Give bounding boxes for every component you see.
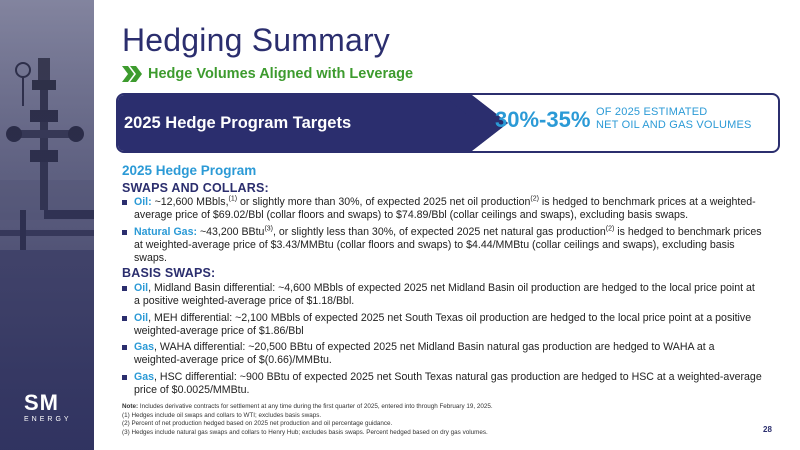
side-photo-panel: SM ENERGY (0, 0, 94, 450)
bullet-keyword: Gas (134, 341, 155, 354)
logo-wordmark: ENERGY (24, 416, 72, 423)
banner-desc-line2: NET OIL AND GAS VOLUMES (596, 119, 752, 131)
footnotes: Note: Includes derivative contracts for … (122, 403, 722, 437)
bullet-keyword: Gas (134, 370, 155, 383)
bullet-text: or slightly more than 30%, of expected 2… (237, 196, 531, 208)
bullet-keyword: Oil: (134, 196, 152, 208)
footnote-ref: (2) (530, 195, 539, 203)
bullet-text: , WAHA differential: ~20,500 BBtu of exp… (134, 341, 715, 367)
bullet-square-icon (122, 315, 127, 321)
note-text: Includes derivative contracts for settle… (138, 403, 493, 410)
banner-desc-line1: OF 2025 ESTIMATED (596, 106, 708, 118)
banner-percent: 30%-35% (495, 107, 591, 132)
bullet-text: , HSC differential: ~900 BBtu of expecte… (134, 370, 762, 397)
bullet-square-icon (122, 200, 127, 205)
targets-banner: 2025 Hedge Program Targets 30%-35% OF 20… (116, 93, 780, 153)
list-item: Oil: ~12,600 MBbls,(1) or slightly more … (122, 195, 762, 223)
logo-mark: SM (24, 390, 59, 415)
bullet-text: , or slightly less than 30%, of expected… (273, 225, 606, 238)
bullet-text: ~12,600 MBbls, (151, 196, 229, 208)
bullet-square-icon (122, 374, 127, 380)
banner-description: OF 2025 ESTIMATED NET OIL AND GAS VOLUME… (596, 106, 752, 132)
bullet-square-icon (122, 286, 127, 291)
subtitle: Hedge Volumes Aligned with Leverage (148, 66, 414, 82)
note-label: Note: (122, 403, 139, 410)
footnote-line: (2) Percent of net production hedged bas… (122, 420, 393, 428)
bullet-text: , MEH differential: ~2,100 MBbls of expe… (134, 311, 752, 337)
bullet-text: is hedged to benchmark prices at weighte… (134, 225, 762, 265)
double-chevron-right-icon (122, 66, 142, 82)
program-heading: 2025 Hedge Program (122, 163, 257, 178)
footnote-ref: (1) (228, 195, 238, 203)
company-logo: SM ENERGY (24, 392, 72, 425)
banner-label: 2025 Hedge Program Targets (124, 114, 352, 132)
bullet-keyword: Natural Gas: (134, 225, 197, 238)
list-item: Gas, HSC differential: ~900 BBtu of expe… (122, 371, 762, 398)
basis-list: Oil, Midland Basin differential: ~4,600 … (122, 282, 762, 400)
footnote-line: (1) Hedges include oil swaps and collars… (122, 411, 322, 419)
list-item: Oil, MEH differential: ~2,100 MBbls of e… (122, 312, 762, 339)
bullet-text: is hedged to benchmark prices at a weigh… (134, 196, 756, 222)
footnote-ref: (2) (605, 225, 615, 233)
swaps-heading: SWAPS AND COLLARS: (122, 181, 269, 195)
footnote-line: (3) Hedges include natural gas swaps and… (122, 428, 488, 436)
page-number: 28 (763, 425, 772, 434)
list-item: Gas, WAHA differential: ~20,500 BBtu of … (122, 341, 762, 368)
bullet-text: ~43,200 BBtu (197, 225, 265, 238)
subtitle-row: Hedge Volumes Aligned with Leverage (122, 66, 413, 82)
list-item: Oil, Midland Basin differential: ~4,600 … (122, 282, 762, 309)
photo-overlay (0, 0, 94, 450)
bullet-square-icon (122, 229, 127, 235)
bullet-text: , Midland Basin differential: ~4,600 MBb… (134, 282, 755, 308)
list-item: Natural Gas: ~43,200 BBtu(3), or slightl… (122, 225, 762, 266)
page-title: Hedging Summary (122, 22, 390, 58)
basis-heading: BASIS SWAPS: (122, 266, 216, 280)
note-line: Note: Includes derivative contracts for … (122, 403, 722, 412)
banner-arrow-shape (118, 95, 508, 151)
footnote-ref: (3) (264, 225, 274, 233)
bullet-keyword: Oil (134, 282, 149, 294)
bullet-square-icon (122, 345, 127, 351)
bullet-keyword: Oil (134, 311, 149, 324)
swaps-list: Oil: ~12,600 MBbls,(1) or slightly more … (122, 195, 762, 268)
